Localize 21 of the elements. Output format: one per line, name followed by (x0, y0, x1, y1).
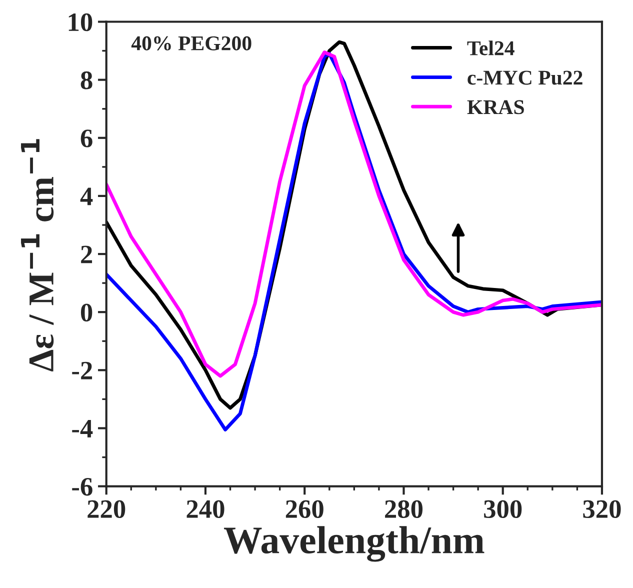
y-tick-label: 10 (68, 13, 92, 32)
y-tick-label: 8 (80, 71, 92, 90)
x-tick-label: 280 (385, 500, 423, 518)
x-tick-label: 320 (583, 500, 621, 518)
y-tick-label: 2 (81, 246, 92, 264)
legend-label: c-MYC Pu22 (468, 70, 582, 85)
x-tick-label: 260 (286, 500, 324, 518)
x-tick-label: 300 (484, 500, 522, 518)
y-tick-label: 0 (80, 304, 92, 322)
annotation: 40% PEG200 (131, 36, 252, 50)
y-tick-label: -4 (72, 420, 93, 438)
y-tick-label: 4 (80, 188, 93, 206)
y-tick-label: 6 (80, 130, 92, 148)
y-tick-label: -6 (72, 478, 92, 496)
legend-label: KRAS (467, 100, 524, 114)
x-axis-title: Wavelength/nm (224, 526, 484, 562)
x-tick-label: 240 (186, 500, 224, 518)
x-tick-label: 220 (88, 500, 126, 518)
y-tick-label: -2 (72, 362, 92, 380)
legend-label: Tel24 (467, 40, 514, 56)
y-axis-title: Δε / M$^{−1}$ cm$^{−1}$ (21, 139, 54, 372)
